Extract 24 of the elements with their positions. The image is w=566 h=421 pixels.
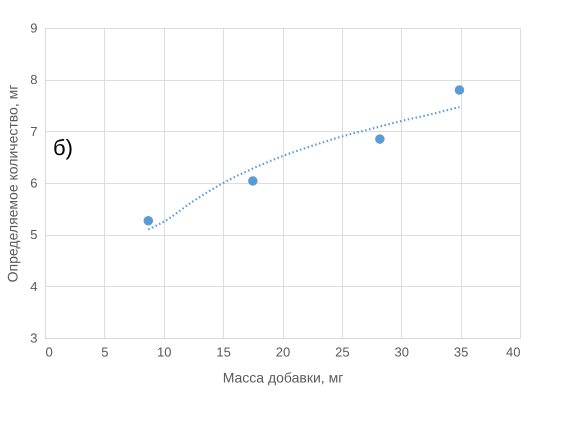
line-series — [147, 106, 461, 231]
x-tick-label: 25 — [335, 344, 350, 360]
x-tick-label: 10 — [157, 344, 172, 360]
x-tick-label: 30 — [394, 344, 409, 360]
x-tick-label: 0 — [46, 344, 53, 360]
annotation: б) — [53, 135, 73, 160]
x-tick-label: 15 — [216, 344, 231, 360]
point — [144, 216, 154, 226]
x-tick-label: 40 — [506, 344, 520, 360]
x-axis-title: Масса добавки, мг — [222, 370, 344, 386]
x-tick-label: 5 — [101, 344, 108, 360]
y-tick-label: 4 — [30, 278, 38, 294]
point — [248, 176, 258, 186]
y-tick-label: 6 — [30, 176, 38, 190]
y-tick-label: 3 — [30, 330, 38, 346]
y-axis-title: Определяемое количество, мг — [4, 84, 20, 282]
y-tick-label: 7 — [30, 124, 38, 139]
point — [454, 85, 464, 95]
x-tick-label: 35 — [454, 344, 468, 360]
x-tick-label: 20 — [276, 344, 290, 360]
y-tick-label: 5 — [30, 227, 38, 242]
y-tick-label: 9 — [30, 20, 38, 36]
point — [375, 134, 385, 144]
y-tick-label: 8 — [30, 72, 38, 88]
